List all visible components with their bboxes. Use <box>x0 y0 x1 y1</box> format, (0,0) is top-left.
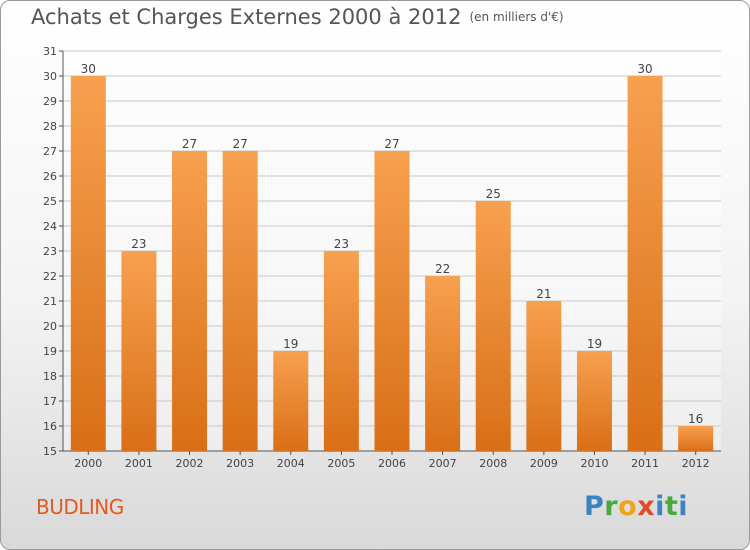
bar <box>222 151 258 451</box>
bar-value-label: 23 <box>334 237 349 251</box>
bar <box>425 276 461 451</box>
logo-letter: x <box>637 491 656 522</box>
y-tick-label: 18 <box>43 370 57 383</box>
y-tick-label: 20 <box>43 320 57 333</box>
y-tick-label: 29 <box>43 95 57 108</box>
bar <box>526 301 562 451</box>
x-tick-label: 2009 <box>530 457 558 470</box>
logo-letter: i <box>655 491 665 522</box>
chart-title: Achats et Charges Externes 2000 à 2012 (e… <box>31 5 564 29</box>
bar <box>70 76 106 451</box>
x-tick-label: 2004 <box>277 457 305 470</box>
bar-value-label: 19 <box>587 337 602 351</box>
y-tick-label: 19 <box>43 345 57 358</box>
bar <box>273 351 309 451</box>
x-tick-label: 2003 <box>226 457 254 470</box>
x-tick-label: 2007 <box>429 457 457 470</box>
bar <box>172 151 208 451</box>
commune-name: BUDLING <box>36 495 124 519</box>
bar <box>627 76 663 451</box>
bar-value-label: 25 <box>486 187 501 201</box>
x-tick-label: 2001 <box>125 457 153 470</box>
y-tick-label: 25 <box>43 195 57 208</box>
y-tick-label: 22 <box>43 270 57 283</box>
y-tick-label: 21 <box>43 295 57 308</box>
y-tick-label: 15 <box>43 445 57 458</box>
bar-value-label: 23 <box>131 237 146 251</box>
x-tick-label: 2006 <box>378 457 406 470</box>
logo-letter: o <box>618 491 638 522</box>
bar <box>576 351 612 451</box>
y-tick-label: 28 <box>43 120 57 133</box>
logo-letter: r <box>604 491 619 522</box>
x-tick-label: 2002 <box>176 457 204 470</box>
y-tick-label: 24 <box>43 220 57 233</box>
bar-value-label: 16 <box>688 412 703 426</box>
y-tick-label: 26 <box>43 170 57 183</box>
logo-letter: P <box>584 491 605 522</box>
x-tick-label: 2008 <box>479 457 507 470</box>
bar-value-label: 27 <box>233 137 248 151</box>
bar-value-label: 19 <box>283 337 298 351</box>
x-tick-label: 2010 <box>580 457 608 470</box>
logo-letter: i <box>678 491 689 522</box>
bar <box>475 201 511 451</box>
x-tick-label: 2000 <box>74 457 102 470</box>
y-tick-label: 30 <box>43 70 57 83</box>
bar <box>121 251 157 451</box>
x-tick-label: 2005 <box>327 457 355 470</box>
logo-letter: t <box>664 491 679 522</box>
chart-unit: (en milliers d'€) <box>469 10 564 24</box>
bar <box>374 151 410 451</box>
y-tick-label: 23 <box>43 245 57 258</box>
y-tick-label: 31 <box>43 45 57 58</box>
bar-value-label: 22 <box>435 262 450 276</box>
y-tick-label: 27 <box>43 145 57 158</box>
y-tick-label: 16 <box>43 420 57 433</box>
bar-value-label: 30 <box>81 62 96 76</box>
bar <box>678 426 714 451</box>
y-tick-label: 17 <box>43 395 57 408</box>
bar-value-label: 30 <box>637 62 652 76</box>
bar <box>323 251 359 451</box>
chart-title-text: Achats et Charges Externes 2000 à 2012 <box>31 5 462 29</box>
proxiti-logo: Proxiti <box>584 491 688 522</box>
bar-value-label: 21 <box>536 287 551 301</box>
bar-value-label: 27 <box>182 137 197 151</box>
x-tick-label: 2012 <box>682 457 710 470</box>
bar-value-label: 27 <box>384 137 399 151</box>
x-tick-label: 2011 <box>631 457 659 470</box>
